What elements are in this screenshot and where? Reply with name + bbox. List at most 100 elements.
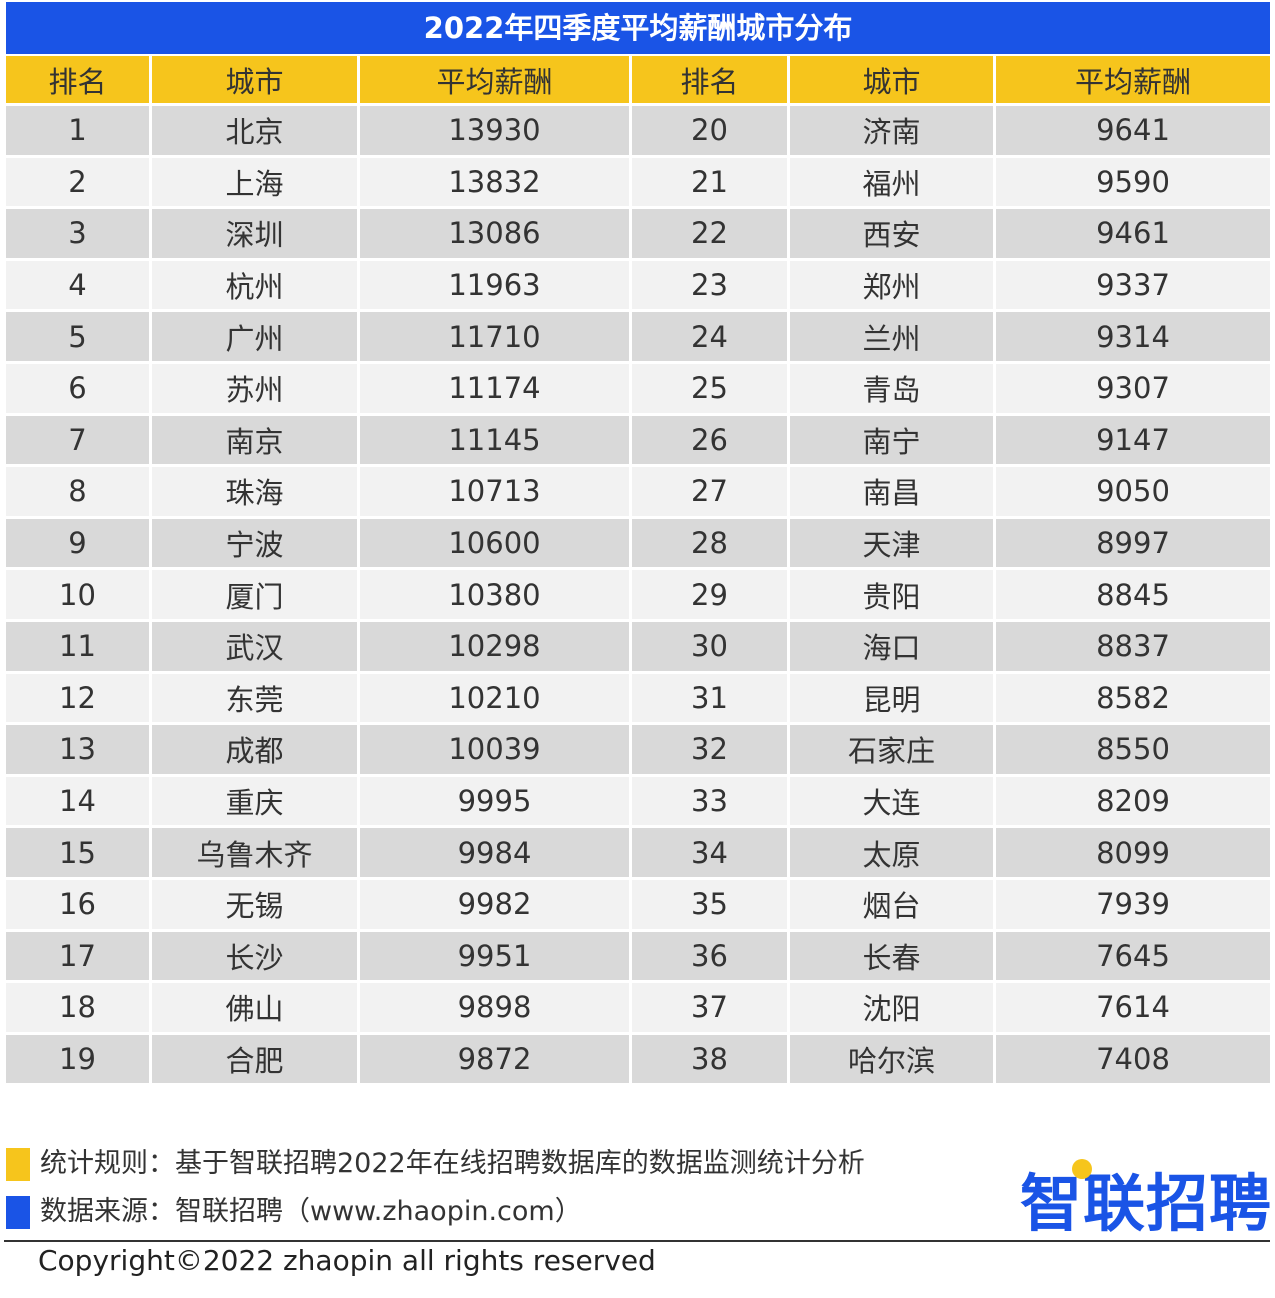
table-title: 2022年四季度平均薪酬城市分布 [6,2,1270,54]
salary-cell: 9898 [360,983,632,1035]
salary-cell: 11710 [360,312,632,364]
city-cell: 西安 [790,209,996,261]
rank-cell: 14 [6,776,152,829]
table-row: 10 厦门 10380 29 贵阳 8845 [6,570,1270,622]
salary-cell: 7939 [996,879,1270,932]
rank-cell: 38 [632,1034,790,1087]
salary-ranking-table: 排名 城市 平均薪酬 排名 城市 平均薪酬 1 北京 13930 20 济南 9641 2 上… [6,56,1270,1087]
city-cell: 杭州 [152,260,360,313]
table-row: 6 苏州 11174 25 青岛 9307 [6,363,1270,416]
city-cell: 苏州 [152,363,360,416]
salary-cell: 7614 [996,983,1270,1035]
salary-cell: 13930 [360,106,632,158]
rank-cell: 7 [6,415,152,468]
city-cell: 青岛 [790,363,996,416]
rank-cell: 12 [6,673,152,726]
header-city: 城市 [152,56,360,106]
salary-cell: 8209 [996,776,1270,829]
salary-cell: 10380 [360,570,632,622]
rank-cell: 18 [6,983,152,1035]
table-row: 1 北京 13930 20 济南 9641 [6,106,1270,158]
salary-cell: 8837 [996,621,1270,674]
salary-cell: 10210 [360,673,632,726]
rank-cell: 23 [632,260,790,313]
rank-cell: 24 [632,312,790,364]
note-swatch [6,1148,30,1181]
salary-cell: 9641 [996,106,1270,158]
rank-cell: 11 [6,621,152,674]
salary-cell: 8582 [996,673,1270,726]
rank-cell: 35 [632,879,790,932]
salary-cell: 13086 [360,209,632,261]
divider [4,1240,1270,1242]
city-cell: 珠海 [152,467,360,519]
rank-cell: 16 [6,879,152,932]
city-cell: 昆明 [790,673,996,726]
rank-cell: 10 [6,570,152,622]
rank-cell: 36 [632,931,790,984]
city-cell: 南京 [152,415,360,468]
rank-cell: 9 [6,518,152,571]
rank-cell: 32 [632,725,790,777]
salary-cell: 10600 [360,518,632,571]
table-row: 17 长沙 9951 36 长春 7645 [6,931,1270,984]
city-cell: 长沙 [152,931,360,984]
rank-cell: 20 [632,106,790,158]
rank-cell: 25 [632,363,790,416]
city-cell: 厦门 [152,570,360,622]
salary-cell: 8997 [996,518,1270,571]
city-cell: 福州 [790,157,996,210]
rank-cell: 3 [6,209,152,261]
table-row: 18 佛山 9898 37 沈阳 7614 [6,983,1270,1035]
salary-cell: 8550 [996,725,1270,777]
salary-cell: 11145 [360,415,632,468]
note-text: 统计规则：基于智联招聘2022年在线招聘数据库的数据监测统计分析 [40,1148,865,1179]
city-cell: 东莞 [152,673,360,726]
table-row: 4 杭州 11963 23 郑州 9337 [6,260,1270,313]
rank-cell: 31 [632,673,790,726]
rank-cell: 5 [6,312,152,364]
city-cell: 宁波 [152,518,360,571]
rank-cell: 28 [632,518,790,571]
city-cell: 北京 [152,106,360,158]
city-cell: 广州 [152,312,360,364]
table-row: 9 宁波 10600 28 天津 8997 [6,518,1270,571]
salary-cell: 7408 [996,1034,1270,1087]
header-salary: 平均薪酬 [996,56,1270,106]
salary-cell: 11174 [360,363,632,416]
city-cell: 贵阳 [790,570,996,622]
rank-cell: 34 [632,828,790,880]
city-cell: 济南 [790,106,996,158]
city-cell: 沈阳 [790,983,996,1035]
logo-text: 智联招聘 [1020,1167,1273,1240]
salary-cell: 9995 [360,776,632,829]
city-cell: 成都 [152,725,360,777]
city-cell: 上海 [152,157,360,210]
rank-cell: 30 [632,621,790,674]
table-row: 2 上海 13832 21 福州 9590 [6,157,1270,210]
salary-cell: 9147 [996,415,1270,468]
rank-cell: 6 [6,363,152,416]
salary-cell: 11963 [360,260,632,313]
salary-cell: 9590 [996,157,1270,210]
city-cell: 南昌 [790,467,996,519]
city-cell: 南宁 [790,415,996,468]
salary-cell: 9982 [360,879,632,932]
city-cell: 长春 [790,931,996,984]
rank-cell: 22 [632,209,790,261]
rank-cell: 13 [6,725,152,777]
salary-cell: 8845 [996,570,1270,622]
table-row: 12 东莞 10210 31 昆明 8582 [6,673,1270,726]
city-cell: 合肥 [152,1034,360,1087]
rank-cell: 15 [6,828,152,880]
rank-cell: 2 [6,157,152,210]
salary-cell: 7645 [996,931,1270,984]
header-rank: 排名 [6,56,152,106]
table-row: 11 武汉 10298 30 海口 8837 [6,621,1270,674]
city-cell: 郑州 [790,260,996,313]
city-cell: 太原 [790,828,996,880]
table-row: 14 重庆 9995 33 大连 8209 [6,776,1270,829]
copyright: Copyright©2022 zhaopin all rights reserv… [38,1244,656,1277]
note-text: 数据来源：智联招聘（www.zhaopin.com） [40,1196,582,1227]
rank-cell: 8 [6,467,152,519]
